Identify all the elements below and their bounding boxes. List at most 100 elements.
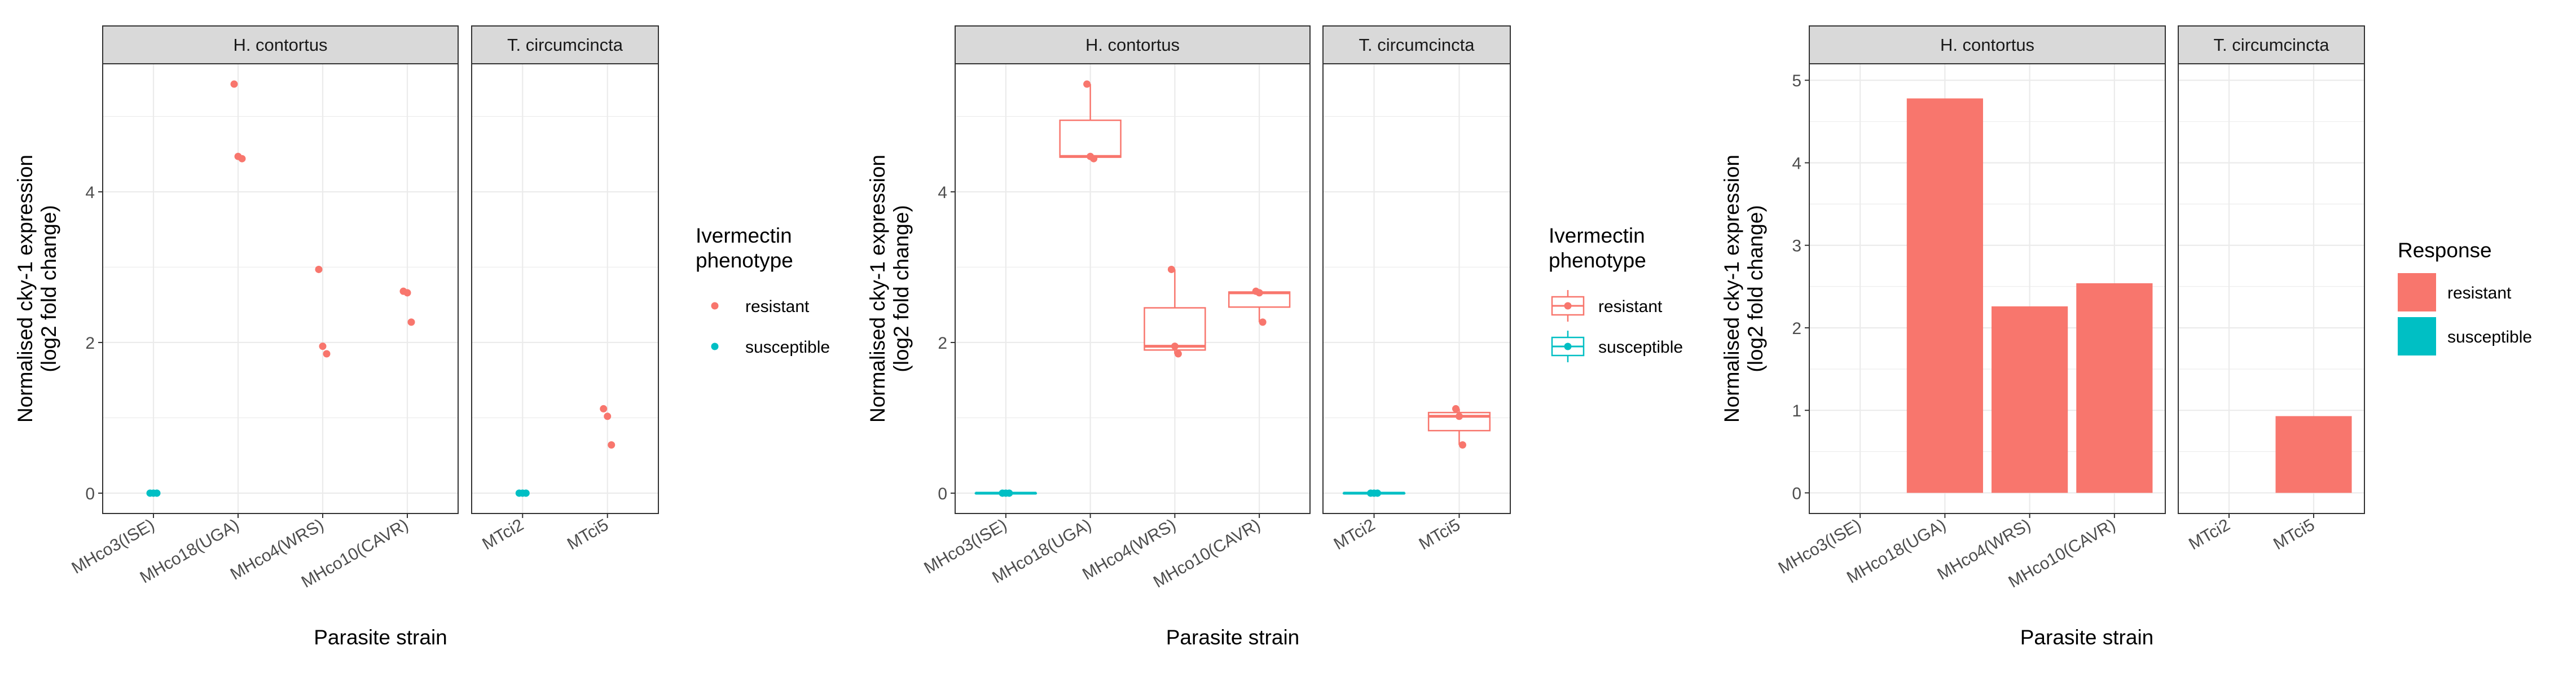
- legend-label-resistant: resistant: [1598, 297, 1663, 316]
- facet-strip: [1322, 25, 1511, 64]
- x-axis-title: Parasite strain: [2020, 626, 2154, 649]
- y-axis-title-line1: Normalised cky-1 expression: [14, 155, 37, 423]
- legend-label-resistant: resistant: [2447, 284, 2512, 302]
- chart-2: Normalised cky-1 expression(log2 fold ch…: [866, 25, 1683, 649]
- legend-title-line1: Ivermectin: [1549, 224, 1645, 247]
- legend-key-resistant: [711, 302, 719, 310]
- y-axis-title-line2: (log2 fold change): [37, 205, 60, 372]
- y-tick-label: 2: [85, 334, 95, 353]
- data-point: [1171, 343, 1179, 350]
- legend-key-point: [1564, 343, 1572, 350]
- facet-strip: [471, 25, 659, 64]
- y-axis-title-line1: Normalised cky-1 expression: [866, 155, 889, 423]
- x-tick-label: MTci5: [564, 515, 612, 554]
- x-axis-title: Parasite strain: [314, 626, 447, 649]
- facet-strip: [955, 25, 1311, 64]
- data-point: [604, 412, 612, 420]
- data-point: [1005, 489, 1013, 497]
- facet-strip-label: H. contortus: [233, 35, 327, 55]
- legend-label-resistant: resistant: [745, 297, 810, 316]
- y-tick-label: 4: [85, 183, 95, 202]
- y-tick-label: 3: [1792, 237, 1801, 256]
- legend-key-susceptible: [2398, 317, 2436, 355]
- panel-background: [955, 64, 1310, 513]
- facet-strip-label: T. circumcincta: [507, 35, 623, 55]
- data-point: [1090, 155, 1098, 163]
- bar: [1992, 306, 2068, 493]
- chart-3: Normalised cky-1 expression(log2 fold ch…: [1720, 25, 2532, 649]
- data-point: [407, 318, 415, 326]
- panel-t--circumcincta: T. circumcincta MTci2 MTci5: [2178, 25, 2365, 554]
- y-tick-label: 0: [1792, 484, 1801, 503]
- legend-title-line1: Ivermectin: [696, 224, 792, 247]
- data-point: [319, 343, 327, 350]
- data-point: [608, 441, 616, 449]
- x-tick-label: MTci2: [479, 515, 526, 554]
- data-point: [403, 289, 411, 297]
- legend-label-susceptible: susceptible: [745, 338, 830, 357]
- facet-strip: [1809, 25, 2166, 64]
- panel-background: [1323, 64, 1510, 513]
- y-axis-title-line2: (log2 fold change): [1744, 205, 1767, 372]
- data-point: [1255, 289, 1263, 297]
- chart-1: Normalised cky-1 expression(log2 fold ch…: [14, 25, 830, 649]
- y-tick-label: 5: [1792, 72, 1801, 90]
- panel-border: [1809, 63, 2166, 514]
- facet-strip: [102, 25, 459, 64]
- legend-label-susceptible: susceptible: [2447, 328, 2532, 346]
- panel-h--contortus: H. contortusMHco3(ISE)MHco18(UGA)MHco4(W…: [921, 25, 1311, 591]
- x-tick-label: MTci2: [1331, 515, 1378, 554]
- y-axis-title: Normalised cky-1 expression(log2 fold ch…: [1720, 155, 1767, 423]
- data-point: [522, 489, 530, 497]
- legend-title-line2: phenotype: [1549, 249, 1646, 272]
- data-point: [1259, 318, 1267, 326]
- y-tick-label: 0: [85, 485, 95, 503]
- y-axis-title: Normalised cky-1 expression(log2 fold ch…: [866, 155, 913, 423]
- facet-strip-label: H. contortus: [1085, 35, 1180, 55]
- data-point: [238, 155, 246, 163]
- panel-h--contortus: H. contortusMHco3(ISE)MHco18(UGA)MHco4(W…: [69, 25, 459, 591]
- box-body: [1059, 119, 1122, 158]
- data-point: [153, 489, 161, 497]
- panel-border: [955, 63, 1311, 514]
- x-tick-label: MTci2: [2186, 515, 2233, 554]
- data-point: [323, 350, 331, 358]
- data-point: [1455, 412, 1463, 420]
- data-point: [1458, 441, 1466, 449]
- bar: [1906, 98, 1983, 493]
- legend-label-susceptible: susceptible: [1598, 338, 1683, 357]
- y-tick-label: 1: [1792, 402, 1801, 420]
- data-point: [315, 265, 323, 273]
- panel-background: [103, 64, 458, 513]
- panel-border: [471, 63, 659, 514]
- data-point: [1374, 489, 1382, 497]
- x-tick-label: MTci5: [1416, 515, 1463, 554]
- facet-strip-label: T. circumcincta: [2214, 35, 2330, 55]
- y-tick-label: 2: [1792, 319, 1801, 338]
- data-point: [1083, 80, 1091, 88]
- y-tick-label: 0: [938, 485, 947, 503]
- x-tick-label: MTci5: [2270, 515, 2318, 554]
- panel-t--circumcincta: T. circumcincta MTci2 MTci5: [1322, 25, 1511, 554]
- legend-key-point: [1564, 302, 1572, 310]
- data-point: [1167, 265, 1175, 273]
- y-tick-label: 4: [938, 183, 947, 202]
- facet-strip-label: T. circumcincta: [1359, 35, 1475, 55]
- facet-strip-label: H. contortus: [1940, 35, 2034, 55]
- legend-key-resistant: [2398, 273, 2436, 311]
- x-axis-title: Parasite strain: [1166, 626, 1300, 649]
- y-axis-title-line1: Normalised cky-1 expression: [1720, 155, 1743, 423]
- legend-key-susceptible: [711, 343, 719, 350]
- y-tick-label: 4: [1792, 154, 1801, 173]
- panel-background: [472, 64, 658, 513]
- data-point: [230, 80, 238, 88]
- panel-border: [2178, 63, 2365, 514]
- panel-t--circumcincta: T. circumcincta MTci2 MTci5: [471, 25, 659, 554]
- panel-border: [1322, 63, 1511, 514]
- y-axis-title-line2: (log2 fold change): [890, 205, 913, 372]
- bar: [2076, 283, 2153, 493]
- y-tick-label: 2: [938, 334, 947, 353]
